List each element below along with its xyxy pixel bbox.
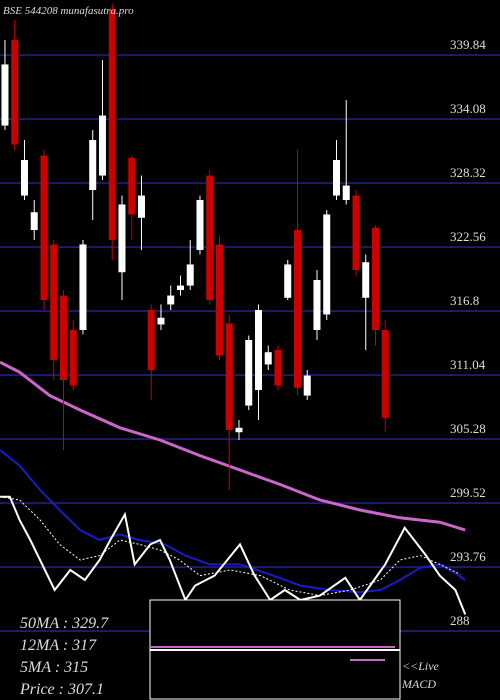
candle-body <box>118 204 126 273</box>
stat: Price : 307.1 <box>19 681 104 698</box>
candle-body <box>1 64 9 126</box>
candle-body <box>254 310 262 390</box>
stat: 12MA : 317 <box>20 637 97 654</box>
candle-body <box>264 352 272 365</box>
candle-body <box>196 200 204 250</box>
y-tick-label: 299.52 <box>450 485 486 500</box>
candle-body <box>186 264 194 286</box>
candle-body <box>332 160 340 196</box>
candle-body <box>293 230 301 388</box>
candle-body <box>11 40 19 145</box>
macd-label: <<Live <box>402 659 440 673</box>
y-tick-label: 322.56 <box>450 229 486 244</box>
candle-body <box>215 244 223 356</box>
candle-body <box>137 195 145 218</box>
labels: BSE 544208 munafasutra.pro 50MA : 329.7 … <box>3 5 486 698</box>
candle-body <box>147 310 155 370</box>
candle-body <box>79 244 87 330</box>
candle-body <box>30 212 38 230</box>
indicator-lines <box>0 360 467 615</box>
y-tick-label: 311.04 <box>450 357 486 372</box>
candle-body <box>303 375 311 396</box>
candle-body <box>274 350 282 386</box>
y-tick-label: 334.08 <box>450 101 486 116</box>
candle-body <box>69 330 77 386</box>
candle-body <box>225 323 233 430</box>
macd-box <box>149 599 401 700</box>
y-tick-label: 339.84 <box>450 37 486 52</box>
candle-body <box>20 160 28 196</box>
candle-body <box>352 195 360 270</box>
candles <box>1 3 389 490</box>
candle-body <box>98 115 106 176</box>
macd-label: MACD <box>401 677 436 691</box>
candle-body <box>245 340 253 406</box>
y-tick-label: 305.28 <box>450 421 486 436</box>
candle-body <box>59 295 67 380</box>
candle-body <box>313 280 321 330</box>
y-tick-label: 316.8 <box>450 293 479 308</box>
y-tick-label: 293.76 <box>450 549 486 564</box>
chart-title: BSE 544208 munafasutra.pro <box>3 5 134 17</box>
candle-body <box>108 10 116 240</box>
candle-body <box>381 330 389 418</box>
indicator-line <box>0 360 466 532</box>
candle-body <box>342 185 350 200</box>
candle-body <box>362 262 370 298</box>
candle-body <box>284 264 292 298</box>
candle-body <box>323 214 331 315</box>
stat: 5MA : 315 <box>20 659 88 676</box>
y-tick-label: 288 <box>450 613 470 628</box>
candle-body <box>40 155 48 300</box>
candle-body <box>167 295 175 305</box>
candle-body <box>157 317 165 325</box>
indicator-line <box>0 496 461 597</box>
indicator-line <box>0 495 467 615</box>
candle-body <box>235 427 243 433</box>
candle-body <box>206 175 214 300</box>
candle-body <box>176 285 184 290</box>
candle-body <box>89 140 97 190</box>
y-tick-label: 328.32 <box>450 165 486 180</box>
stat: 50MA : 329.7 <box>20 615 109 632</box>
candle-body <box>371 227 379 330</box>
candle-body <box>128 157 136 215</box>
candle-body <box>50 244 58 360</box>
